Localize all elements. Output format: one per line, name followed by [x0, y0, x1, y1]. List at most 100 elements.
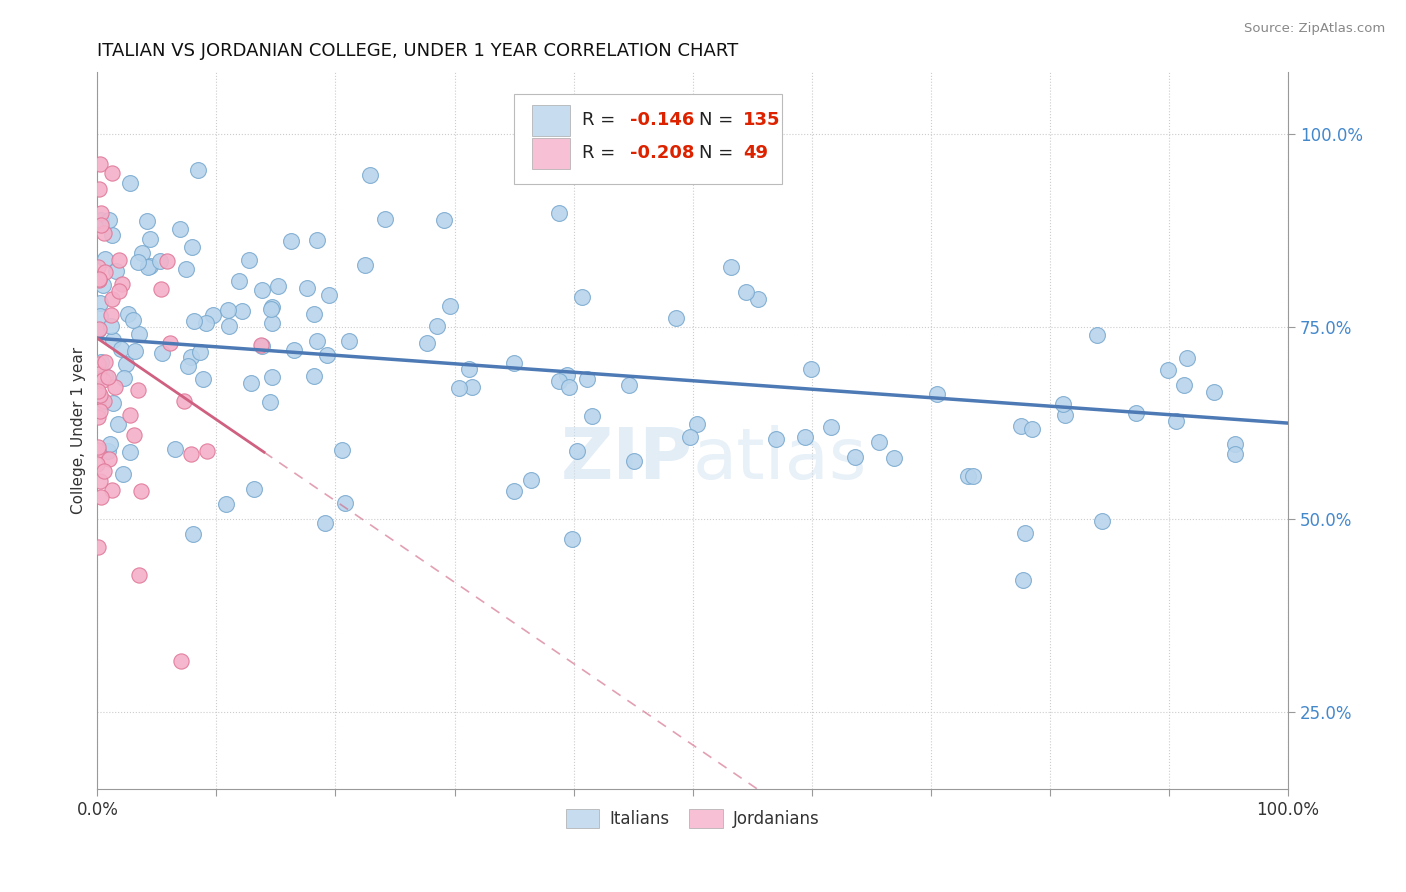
- Point: [115, 357, 138, 371]
- Point: [93, 227, 115, 241]
- Point: [180, 350, 202, 364]
- Point: [561, 533, 583, 547]
- Point: [90, 218, 112, 232]
- Text: atlas: atlas: [693, 425, 868, 494]
- Point: [118, 176, 141, 190]
- Point: [101, 166, 124, 180]
- Point: [89, 309, 111, 323]
- Point: [449, 381, 471, 395]
- Point: [156, 254, 179, 268]
- Point: [439, 299, 461, 313]
- Point: [87, 440, 110, 454]
- Point: [149, 282, 172, 296]
- Point: [195, 443, 218, 458]
- Point: [195, 316, 218, 330]
- Text: N =: N =: [699, 145, 738, 162]
- Point: [97, 369, 120, 384]
- Point: [100, 308, 122, 322]
- Point: [416, 336, 439, 351]
- Point: [1164, 414, 1187, 428]
- Point: [110, 342, 132, 356]
- Point: [337, 334, 360, 348]
- Point: [120, 409, 142, 423]
- Point: [170, 654, 193, 668]
- Point: [176, 262, 198, 277]
- Point: [1223, 447, 1246, 461]
- Point: [283, 343, 305, 358]
- Point: [101, 227, 124, 242]
- Point: [201, 308, 224, 322]
- Point: [460, 380, 482, 394]
- Point: [86, 442, 108, 457]
- Point: [104, 264, 127, 278]
- Point: [86, 457, 108, 471]
- Point: [249, 337, 271, 351]
- Point: [97, 444, 120, 458]
- Point: [173, 393, 195, 408]
- Point: [181, 527, 204, 541]
- Point: [93, 393, 115, 408]
- Point: [90, 355, 112, 369]
- Point: [87, 384, 110, 399]
- Point: [139, 260, 162, 274]
- Point: [1091, 514, 1114, 528]
- Point: [623, 454, 645, 468]
- Point: [191, 372, 214, 386]
- Point: [259, 394, 281, 409]
- Point: [548, 374, 571, 388]
- Point: [177, 359, 200, 373]
- Point: [844, 450, 866, 465]
- Point: [180, 447, 202, 461]
- Point: [87, 271, 110, 285]
- Point: [87, 322, 110, 336]
- Point: [150, 346, 173, 360]
- Text: ZIP: ZIP: [561, 425, 693, 494]
- Point: [304, 369, 326, 384]
- Point: [122, 312, 145, 326]
- Point: [112, 370, 135, 384]
- Text: ITALIAN VS JORDANIAN COLLEGE, UNDER 1 YEAR CORRELATION CHART: ITALIAN VS JORDANIAN COLLEGE, UNDER 1 YE…: [97, 42, 738, 60]
- Point: [555, 368, 578, 383]
- Point: [90, 490, 112, 504]
- Point: [215, 498, 238, 512]
- Point: [581, 409, 603, 423]
- Point: [124, 344, 146, 359]
- Point: [571, 290, 593, 304]
- Y-axis label: College, Under 1 year: College, Under 1 year: [72, 347, 86, 515]
- Point: [187, 163, 209, 178]
- Point: [87, 401, 110, 415]
- Point: [557, 379, 579, 393]
- Point: [565, 444, 588, 458]
- Point: [93, 373, 115, 387]
- Point: [87, 260, 110, 274]
- Point: [314, 516, 336, 531]
- Point: [93, 464, 115, 478]
- Point: [87, 358, 110, 372]
- Point: [89, 273, 111, 287]
- Point: [89, 296, 111, 310]
- Point: [1014, 525, 1036, 540]
- Point: [240, 376, 263, 390]
- Point: [267, 278, 290, 293]
- Point: [262, 370, 284, 384]
- Point: [242, 482, 264, 496]
- Point: [359, 168, 381, 182]
- Point: [148, 254, 170, 268]
- Point: [129, 483, 152, 498]
- Point: [127, 255, 149, 269]
- Point: [87, 322, 110, 336]
- Point: [1125, 407, 1147, 421]
- Point: [765, 432, 787, 446]
- Point: [228, 274, 250, 288]
- Point: [87, 409, 110, 424]
- Point: [547, 206, 569, 220]
- Point: [619, 377, 641, 392]
- Text: -0.146: -0.146: [630, 112, 695, 129]
- Point: [93, 368, 115, 383]
- Point: [1157, 363, 1180, 377]
- Point: [956, 469, 979, 483]
- Point: [457, 362, 479, 376]
- Point: [111, 467, 134, 481]
- Point: [107, 284, 129, 298]
- Point: [87, 540, 110, 554]
